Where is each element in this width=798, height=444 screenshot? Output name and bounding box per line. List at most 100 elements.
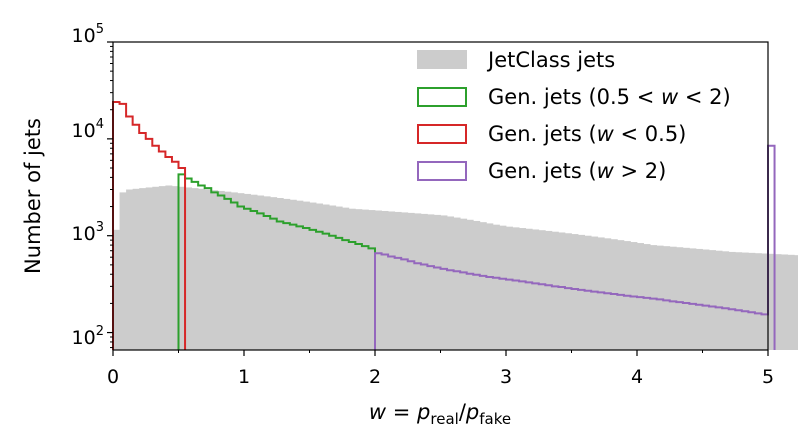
y-tick-label: 103 xyxy=(72,220,104,245)
jetclass-bar xyxy=(722,251,730,350)
jetclass-bar xyxy=(329,205,337,350)
x-tick-label: 3 xyxy=(500,366,512,388)
jetclass-bar xyxy=(761,253,769,350)
jetclass-bar xyxy=(682,247,690,350)
legend-label-jetclass: JetClass jets xyxy=(486,48,615,72)
jetclass-bar xyxy=(113,229,120,350)
jetclass-bar xyxy=(650,245,658,350)
jetclass-bar xyxy=(368,210,376,350)
jetclass-bar xyxy=(375,210,382,350)
jetclass-bar xyxy=(414,213,422,350)
jetclass-bar xyxy=(768,253,775,350)
jetclass-bar xyxy=(270,197,278,350)
y-tick-label: 105 xyxy=(72,22,104,47)
jetclass-bar xyxy=(250,194,258,350)
generated-step-series xyxy=(112,101,776,350)
jetclass-bar xyxy=(728,251,736,350)
x-tick-label: 1 xyxy=(238,366,250,388)
jetclass-bar xyxy=(388,211,396,350)
jetclass-bar xyxy=(538,230,546,350)
jetclass-bar xyxy=(479,222,487,350)
jetclass-bar xyxy=(735,252,743,350)
jetclass-bar xyxy=(558,232,566,350)
jetclass-bar xyxy=(702,249,710,350)
jetclass-bar xyxy=(591,236,599,350)
jetclass-bar xyxy=(224,191,232,350)
jetclass-bar xyxy=(158,186,166,350)
jetclass-bar xyxy=(525,228,533,350)
gen-high-step-line xyxy=(374,144,776,350)
jetclass-bar xyxy=(309,202,317,350)
jetclass-bar xyxy=(257,195,265,350)
jetclass-bar xyxy=(486,223,494,350)
jetclass-bars xyxy=(113,185,798,350)
jetclass-bar xyxy=(322,204,330,350)
jetclass-bar xyxy=(519,228,527,350)
jetclass-bar xyxy=(506,226,513,350)
jetclass-bar xyxy=(145,187,153,350)
jetclass-bar xyxy=(433,214,441,350)
jetclass-bar xyxy=(460,218,468,350)
jetclass-bar xyxy=(754,253,762,350)
jetclass-bar xyxy=(564,233,572,350)
jetclass-bar xyxy=(361,209,369,350)
jetclass-bar xyxy=(709,250,716,350)
legend-swatch-gen-high xyxy=(417,161,467,181)
jetclass-bar xyxy=(407,212,415,350)
jetclass-bar xyxy=(676,247,684,350)
jetclass-bar xyxy=(217,190,225,350)
jetclass-bar xyxy=(597,237,605,350)
jetclass-bar xyxy=(394,211,402,350)
jetclass-bar xyxy=(132,188,140,350)
jetclass-bar xyxy=(748,252,756,350)
y-axis-label: Number of jets xyxy=(21,118,45,274)
jetclass-bar xyxy=(584,235,592,350)
gen-mid-step-line xyxy=(177,173,376,350)
jetclass-bar xyxy=(669,246,677,350)
legend-label-gen-low: Gen. jets (w < 0.5) xyxy=(488,122,686,146)
jetclass-bar xyxy=(499,225,507,350)
jetclass-bar xyxy=(152,186,160,350)
jetclass-bar xyxy=(656,245,664,350)
jetclass-bar xyxy=(420,213,428,350)
x-tick-label: 5 xyxy=(762,366,774,388)
jetclass-bar xyxy=(512,227,520,350)
x-tick-label: 4 xyxy=(631,366,643,388)
jetclass-bar xyxy=(244,193,251,350)
jetclass-bar xyxy=(663,246,671,350)
jetclass-bar xyxy=(355,209,363,350)
jetclass-bar xyxy=(302,201,310,350)
legend-swatch-gen-low xyxy=(417,124,467,144)
jetclass-bar xyxy=(191,188,199,350)
jetclass-bar xyxy=(204,189,212,350)
jetclass-bar xyxy=(715,250,723,350)
legend-swatch-gen-mid xyxy=(417,87,467,107)
jetclass-bar xyxy=(453,217,461,350)
jetclass-bar xyxy=(289,199,297,350)
jetclass-bar xyxy=(787,254,795,350)
jetclass-bar xyxy=(211,190,219,350)
jetclass-bar xyxy=(263,196,271,350)
x-tick-label: 2 xyxy=(369,366,381,388)
legend-label-gen-mid: Gen. jets (0.5 < w < 2) xyxy=(488,85,731,109)
jetclass-bar xyxy=(571,234,579,350)
jetclass-bar xyxy=(578,234,585,350)
jetclass-bar xyxy=(126,189,134,350)
jetclass-bar xyxy=(774,254,782,350)
jetclass-bar xyxy=(492,224,500,350)
jetclass-bar xyxy=(781,254,789,350)
x-tick-label: 0 xyxy=(107,366,119,388)
jetclass-bar xyxy=(401,212,409,350)
legend-label-gen-high: Gen. jets (w > 2) xyxy=(488,159,666,183)
jetclass-bar xyxy=(276,198,284,350)
jetclass-bar xyxy=(466,219,474,350)
jetclass-bar xyxy=(447,216,454,350)
jetclass-bar xyxy=(473,220,481,350)
jetclass-bar xyxy=(185,187,192,350)
y-tick-label: 102 xyxy=(72,324,104,349)
jetclass-bar xyxy=(794,255,798,350)
jetclass-bar xyxy=(178,186,186,350)
jetclass-bar xyxy=(545,230,553,350)
jetclass-bar xyxy=(139,188,147,350)
